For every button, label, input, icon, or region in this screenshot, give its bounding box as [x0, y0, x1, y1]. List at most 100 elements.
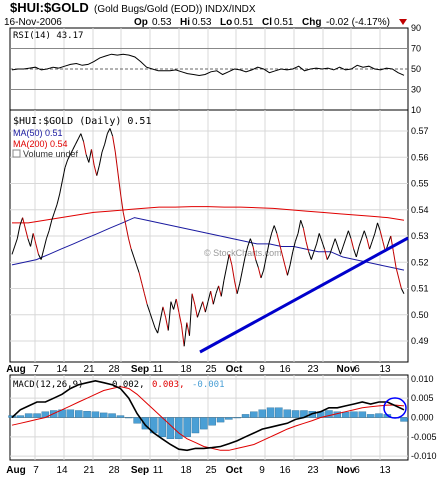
quote-open-value: 0.53: [152, 17, 172, 28]
price-segment: [313, 243, 318, 252]
price-segment: [106, 128, 111, 134]
price-segment: [93, 165, 98, 176]
price-segment: [395, 267, 400, 279]
price-segment: [257, 267, 262, 279]
volume-legend: Volume undef: [23, 149, 79, 159]
x-tick-label: Nov: [337, 465, 356, 476]
macd-hist-bar: [33, 413, 41, 418]
macd-callout-circle: [383, 397, 407, 419]
price-segment: [175, 298, 180, 313]
price-segment: [16, 225, 21, 239]
macd-hist-bar: [99, 412, 108, 418]
macd-hist-bar: [225, 417, 233, 420]
x-tick-label: Sep: [131, 364, 149, 375]
quote-high-value: 0.53: [192, 17, 212, 28]
price-segment: [233, 280, 238, 294]
quote-close-value: 0.51: [274, 17, 294, 28]
price-segment: [247, 238, 251, 247]
price-segment: [173, 298, 177, 310]
price-segment: [162, 306, 167, 318]
x-tick-label: 25: [205, 465, 217, 476]
price-segment: [371, 233, 376, 242]
price-segment: [284, 264, 288, 276]
x-tick-label: Nov: [337, 364, 356, 375]
macd-hist-bar: [200, 417, 208, 430]
price-segment: [207, 291, 212, 302]
macd-hist-bar: [258, 409, 267, 418]
price-segment: [53, 204, 58, 213]
price-segment: [61, 167, 66, 181]
price-segment: [130, 248, 135, 258]
macd-hist-bar: [66, 409, 75, 418]
price-segment: [14, 238, 18, 247]
price-y-tick: 0.56: [411, 152, 429, 162]
ma200-legend: MA(200) 0.54: [13, 139, 68, 149]
macd-hist-bar: [91, 411, 100, 418]
price-segment: [77, 133, 82, 140]
macd-hist-bar: [216, 417, 225, 423]
price-segment: [387, 235, 392, 245]
price-segment: [358, 238, 363, 247]
price-segment: [355, 246, 360, 258]
price-segment: [72, 143, 77, 150]
price-segment: [104, 133, 108, 145]
x-tick-label: Oct: [226, 364, 243, 375]
price-segment: [276, 233, 280, 244]
macd-hist-bar: [266, 407, 275, 418]
price-segment: [191, 293, 196, 305]
price-segment: [339, 246, 344, 255]
rsi-y-tick: 90: [411, 23, 421, 33]
macd-hist-bar: [400, 417, 408, 422]
price-segment: [332, 238, 336, 247]
price-segment: [138, 272, 143, 284]
quote-change-value: -0.02 (-4.17%): [326, 17, 390, 28]
price-segment: [38, 254, 42, 260]
rsi-line: [11, 53, 405, 77]
rsi-y-tick: 10: [411, 105, 421, 115]
macd-hist-bar: [233, 417, 241, 419]
price-segment: [260, 269, 265, 279]
quote-open-label: Op: [134, 17, 148, 28]
price-segment: [196, 309, 201, 318]
price-segment: [19, 217, 24, 226]
price-segment: [167, 301, 172, 331]
price-segment: [133, 256, 137, 266]
x-tick-label: 23: [307, 364, 319, 375]
price-segment: [252, 246, 257, 260]
x-tick-label: 9: [259, 465, 265, 476]
price-segment: [215, 285, 220, 294]
price-segment: [345, 230, 349, 239]
price-segment: [22, 217, 26, 229]
price-segment: [268, 233, 273, 244]
price-y-tick: 0.49: [411, 336, 429, 346]
rsi-y-tick: 70: [411, 44, 421, 54]
price-segment: [51, 212, 55, 221]
rsi-grid: [10, 28, 408, 110]
price-segment: [178, 312, 183, 326]
price-segment: [109, 128, 114, 137]
macd-hist-bar: [124, 417, 133, 419]
price-segment: [199, 301, 204, 310]
price-segment: [321, 241, 326, 250]
quote-close-label: Cl: [262, 17, 272, 28]
x-tick-label: 7: [33, 364, 39, 375]
price-segment: [80, 133, 84, 142]
price-segment: [228, 254, 233, 265]
price-segment: [59, 180, 63, 195]
price-segment: [154, 327, 159, 334]
price-segment: [297, 220, 302, 234]
rsi-y-tick: 30: [411, 85, 421, 95]
price-segment: [342, 238, 347, 247]
price-segment: [292, 241, 296, 252]
ma50-line: [11, 217, 405, 271]
price-segment: [96, 165, 100, 176]
macd-legend-signal: 0.003,: [152, 380, 185, 390]
price-segment: [188, 293, 193, 336]
price-segment: [186, 322, 190, 336]
price-segment: [146, 304, 151, 313]
price-segment: [263, 256, 267, 271]
macd-hist-bar: [24, 413, 33, 418]
x-tick-label: 21: [83, 465, 95, 476]
macd-hist-bar: [350, 411, 358, 418]
